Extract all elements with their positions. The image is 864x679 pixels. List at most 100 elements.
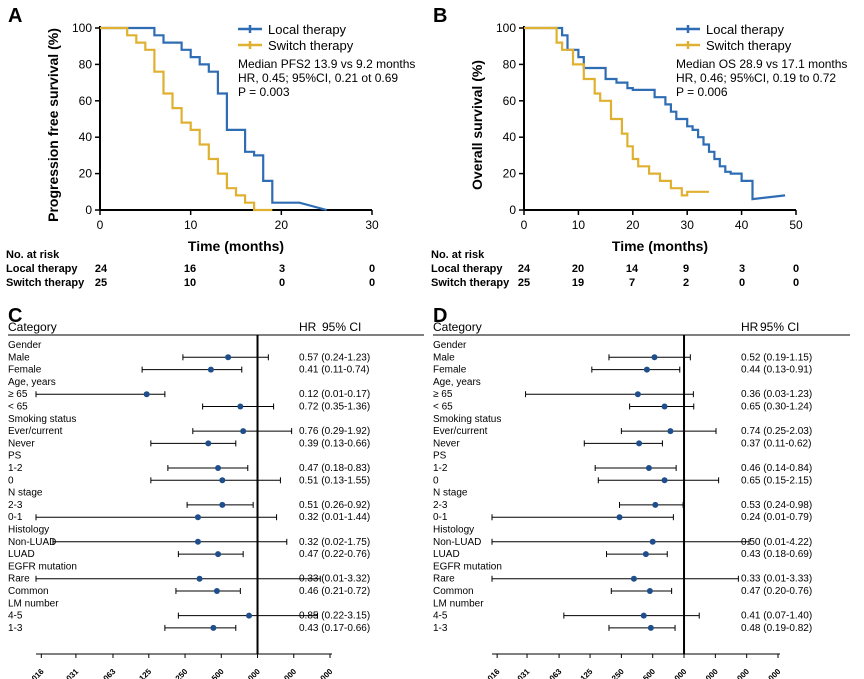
category-header: Category: [8, 320, 57, 334]
x-tick-label: 30: [365, 218, 379, 232]
risk-count: 24: [518, 263, 531, 275]
subgroup-label: Non-LUAD: [433, 537, 481, 548]
group-label: LM number: [433, 598, 484, 609]
hr-value: 0.32 (0.02-1.75): [299, 537, 370, 548]
subgroup-label: < 65: [8, 402, 28, 413]
risk-count: 0: [739, 277, 745, 289]
y-tick-label: 80: [503, 57, 517, 71]
annotation-text: HR, 0.46; 95%CI, 0.19 to 0.72: [676, 71, 836, 85]
risk-table-header: No. at risk: [6, 249, 60, 261]
subgroup-label: Common: [8, 586, 49, 597]
hr-value: 0.33 (0.01-3.33): [741, 574, 812, 585]
legend-label: Local therapy: [268, 22, 347, 37]
group-label: Gender: [8, 340, 42, 351]
hr-value: 0.74 (0.25-2.03): [741, 426, 812, 437]
hr-value: 0.65 (0.30-1.24): [741, 402, 812, 413]
risk-count: 0: [793, 263, 799, 275]
ci-header: 95% CI: [322, 320, 361, 334]
x-tick-label: 0.063: [97, 667, 118, 679]
hr-point: [649, 538, 656, 545]
hr-point: [210, 624, 217, 631]
hr-point: [246, 612, 253, 619]
x-tick-label: 10: [184, 218, 198, 232]
x-tick-label: 0.016: [25, 667, 46, 679]
hr-point: [652, 501, 659, 508]
x-tick-label: 2.000: [278, 667, 299, 679]
legend-label: Local therapy: [706, 22, 785, 37]
subgroup-label: 0: [8, 475, 14, 486]
risk-count: 24: [95, 263, 108, 275]
hr-point: [642, 551, 649, 558]
legend-label: Switch therapy: [706, 38, 792, 53]
hr-point: [196, 575, 203, 582]
x-tick-label: 4.000: [731, 667, 752, 679]
hr-point: [661, 477, 668, 484]
hr-value: 0.57 (0.24-1.23): [299, 352, 370, 363]
hr-value: 0.48 (0.19-0.82): [741, 623, 812, 634]
hr-point: [225, 354, 232, 361]
x-tick-label: 40: [735, 218, 749, 232]
hr-value: 0.50 (0.01-4.22): [741, 537, 812, 548]
annotation-text: HR, 0.45; 95%CI, 0.21 ot 0.69: [238, 71, 398, 85]
x-axis-title: Time (months): [188, 238, 284, 254]
risk-count: 16: [184, 263, 196, 275]
subgroup-label: Female: [433, 365, 467, 376]
panel-label: C: [8, 305, 22, 327]
risk-count: 0: [369, 263, 375, 275]
subgroup-label: Non-LUAD: [8, 537, 56, 548]
hr-point: [636, 440, 643, 447]
subgroup-label: Ever/current: [433, 426, 488, 437]
subgroup-label: < 65: [433, 402, 453, 413]
hr-value: 0.47 (0.18-0.83): [299, 463, 370, 474]
hr-value: 0.12 (0.01-0.17): [299, 389, 370, 400]
subgroup-label: 1-2: [433, 463, 448, 474]
annotation-text: Median OS 28.9 vs 17.1 months: [676, 57, 847, 71]
subgroup-label: LUAD: [8, 549, 35, 560]
x-tick-label: 0.063: [543, 667, 564, 679]
x-tick-label: 20: [275, 218, 289, 232]
x-tick-label: 0.125: [574, 667, 595, 679]
risk-count: 3: [279, 263, 285, 275]
subgroup-label: 1-3: [433, 623, 448, 634]
subgroup-label: LUAD: [433, 549, 460, 560]
subgroup-label: Common: [433, 586, 474, 597]
hr-value: 0.32 (0.01-1.44): [299, 512, 370, 523]
subgroup-label: Male: [8, 352, 30, 363]
group-label: EGFR mutation: [433, 561, 502, 572]
hr-point: [651, 354, 658, 361]
x-tick-label: 0: [521, 218, 528, 232]
y-tick-label: 100: [72, 21, 92, 35]
risk-count: 20: [572, 263, 584, 275]
hr-point: [645, 465, 652, 471]
panel-label: B: [433, 5, 447, 27]
x-tick-label: 0.125: [133, 667, 154, 679]
y-tick-label: 60: [503, 94, 517, 108]
y-tick-label: 40: [503, 130, 517, 144]
risk-row-label: Switch therapy: [6, 277, 85, 289]
hr-header: HR: [741, 320, 759, 334]
subgroup-label: 0-1: [433, 512, 448, 523]
hr-value: 0.43 (0.17-0.66): [299, 623, 370, 634]
risk-count: 3: [739, 263, 745, 275]
subgroup-label: Never: [433, 438, 460, 449]
hr-value: 0.51 (0.13-1.55): [299, 475, 370, 486]
risk-table-header: No. at risk: [431, 249, 485, 261]
hr-point: [661, 403, 668, 410]
group-label: Gender: [433, 340, 467, 351]
risk-count: 14: [626, 263, 639, 275]
subgroup-label: 2-3: [8, 500, 23, 511]
hr-value: 0.51 (0.26-0.92): [299, 500, 370, 511]
hr-value: 0.39 (0.13-0.66): [299, 438, 370, 449]
hr-point: [143, 391, 150, 398]
subgroup-label: ≥ 65: [8, 389, 28, 400]
x-tick-label: 0.031: [60, 667, 81, 679]
subgroup-label: 0: [433, 475, 439, 486]
group-label: Age, years: [8, 377, 56, 388]
risk-count: 25: [95, 277, 107, 289]
x-tick-label: 10: [572, 218, 586, 232]
x-tick-label: 0.250: [605, 667, 626, 679]
x-tick-label: 0.031: [511, 667, 532, 679]
hr-point: [630, 575, 637, 582]
hr-value: 0.36 (0.03-1.23): [741, 389, 812, 400]
group-label: EGFR mutation: [8, 561, 77, 572]
